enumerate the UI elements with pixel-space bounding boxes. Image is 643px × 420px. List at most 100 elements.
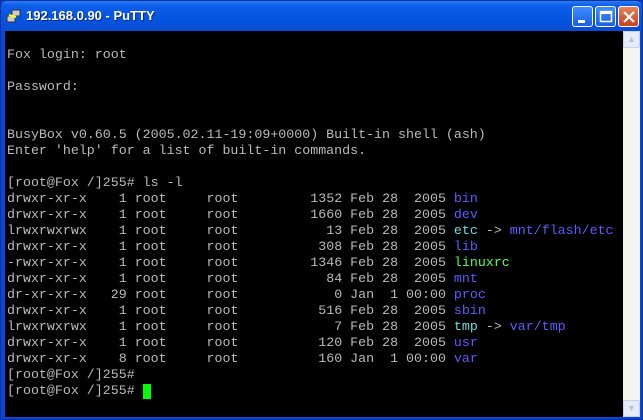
file-owner: root — [134, 287, 199, 302]
space — [199, 335, 207, 350]
file-permissions: drwxr-xr-x — [7, 207, 87, 222]
file-listing-row: lrwxrwxrwx 1 root root 13 Feb 28 2005 et… — [7, 223, 623, 239]
symlink-target: mnt/flash/etc — [509, 223, 614, 238]
space — [87, 335, 95, 350]
file-size: 1352 — [278, 191, 343, 206]
file-date: Jan 1 00:00 — [350, 287, 446, 302]
file-owner: root — [134, 255, 199, 270]
space — [87, 239, 95, 254]
terminal-text: Enter 'help' for a list of built-in comm… — [7, 143, 367, 158]
file-links: 1 — [94, 335, 127, 350]
file-permissions: drwxr-xr-x — [7, 191, 87, 206]
space — [446, 191, 454, 206]
space — [446, 255, 454, 270]
terminal-screen[interactable]: Fox login: root Password: BusyBox v0.60.5 … — [5, 31, 623, 399]
scroll-up-button[interactable]: ▲ — [623, 31, 640, 48]
putty-app-icon[interactable] — [6, 8, 22, 24]
vertical-scrollbar[interactable]: ▲ ▼ — [623, 31, 640, 417]
file-size: 308 — [278, 239, 343, 254]
file-date: Feb 28 2005 — [350, 319, 446, 334]
maximize-button[interactable] — [595, 6, 616, 27]
file-listing-row: drwxr-xr-x 1 root root 1352 Feb 28 2005 … — [7, 191, 623, 207]
title-bar[interactable]: 192.168.0.90 - PuTTY — [1, 1, 642, 31]
file-group: root — [206, 271, 271, 286]
file-date: Feb 28 2005 — [350, 223, 446, 238]
file-permissions: drwxr-xr-x — [7, 335, 87, 350]
space — [135, 383, 143, 398]
space — [127, 271, 135, 286]
space — [446, 351, 454, 366]
space — [342, 303, 350, 318]
space — [87, 351, 95, 366]
space — [446, 271, 454, 286]
scroll-down-button[interactable]: ▼ — [623, 400, 640, 417]
space — [342, 255, 350, 270]
file-links: 1 — [94, 319, 127, 334]
space — [127, 207, 135, 222]
space — [87, 319, 95, 334]
file-date: Feb 28 2005 — [350, 255, 446, 270]
close-button[interactable] — [618, 6, 639, 27]
file-permissions: drwxr-xr-x — [7, 271, 87, 286]
file-owner: root — [134, 303, 199, 318]
file-size: 160 — [278, 351, 343, 366]
file-owner: root — [134, 223, 199, 238]
minimize-button[interactable] — [572, 6, 593, 27]
space — [199, 351, 207, 366]
file-date: Feb 28 2005 — [350, 207, 446, 222]
file-size: 7 — [278, 319, 343, 334]
file-name: proc — [453, 287, 486, 302]
file-name: linuxrc — [453, 255, 510, 270]
terminal-line: Fox login: root — [7, 47, 623, 63]
space — [199, 207, 207, 222]
minimize-icon — [578, 20, 585, 23]
file-links: 1 — [94, 239, 127, 254]
file-listing-row: drwxr-xr-x 8 root root 160 Jan 1 00:00 v… — [7, 351, 623, 367]
terminal-line — [7, 95, 623, 111]
space — [127, 303, 135, 318]
file-permissions: lrwxrwxrwx — [7, 223, 87, 238]
file-name: dev — [453, 207, 478, 222]
file-owner: root — [134, 271, 199, 286]
file-links: 8 — [94, 351, 127, 366]
terminal-output[interactable]: Fox login: root Password: BusyBox v0.60.5 … — [5, 31, 623, 417]
file-listing-row: drwxr-xr-x 1 root root 120 Feb 28 2005 u… — [7, 335, 623, 351]
space — [446, 239, 454, 254]
file-name: lib — [453, 239, 478, 254]
file-listing-row: dr-xr-xr-x 29 root root 0 Jan 1 00:00 pr… — [7, 287, 623, 303]
file-group: root — [206, 287, 271, 302]
file-owner: root — [134, 191, 199, 206]
file-date: Feb 28 2005 — [350, 239, 446, 254]
file-size: 84 — [278, 271, 343, 286]
space — [199, 255, 207, 270]
symlink-arrow: -> — [477, 223, 510, 238]
prompt-line: [root@Fox /]255# — [7, 367, 623, 383]
file-name: var — [453, 351, 478, 366]
file-links: 1 — [94, 255, 127, 270]
file-date: Feb 28 2005 — [350, 303, 446, 318]
window-title: 192.168.0.90 - PuTTY — [26, 8, 155, 23]
file-permissions: drwxr-xr-x — [7, 239, 87, 254]
file-date: Feb 28 2005 — [350, 271, 446, 286]
space — [135, 175, 143, 190]
file-owner: root — [134, 319, 199, 334]
space — [342, 191, 350, 206]
terminal-line: Password: — [7, 79, 623, 95]
space — [199, 223, 207, 238]
file-date: Jan 1 00:00 — [350, 351, 446, 366]
space — [199, 319, 207, 334]
file-group: root — [206, 303, 271, 318]
close-icon — [623, 11, 635, 23]
file-name: tmp — [453, 319, 478, 334]
space — [87, 191, 95, 206]
file-name: etc — [453, 223, 478, 238]
file-links: 1 — [94, 271, 127, 286]
space — [446, 335, 454, 350]
file-date: Feb 28 2005 — [350, 191, 446, 206]
file-size: 120 — [278, 335, 343, 350]
file-links: 1 — [94, 207, 127, 222]
file-group: root — [206, 255, 271, 270]
space — [199, 271, 207, 286]
shell-prompt: [root@Fox /]255# — [7, 383, 135, 398]
file-permissions: drwxr-xr-x — [7, 351, 87, 366]
